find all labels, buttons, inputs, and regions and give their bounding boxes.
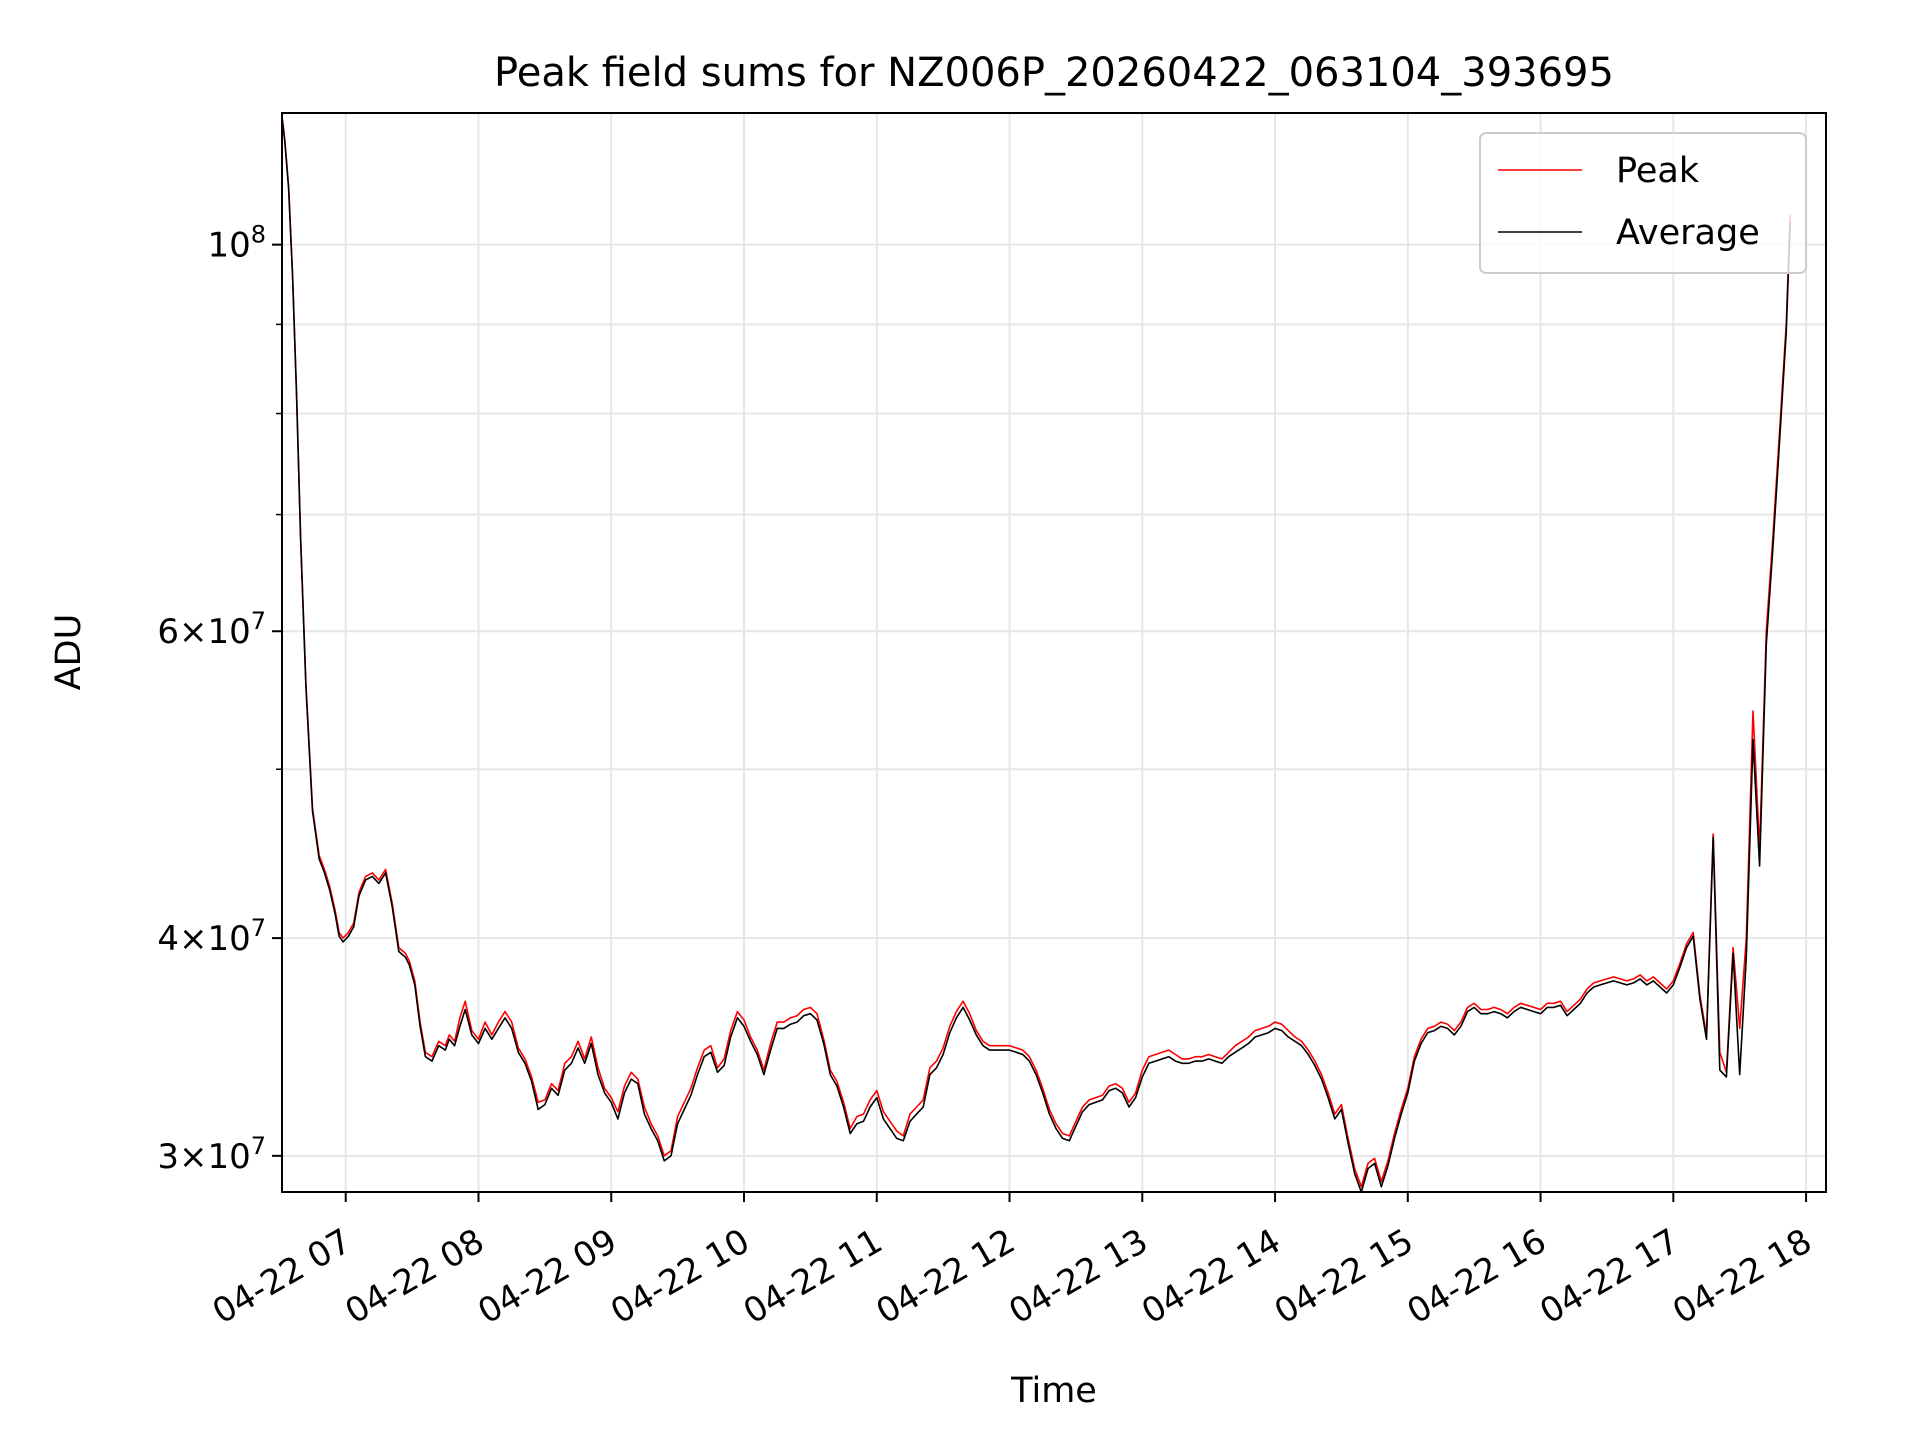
y-tick-mantissa: 3×10 [157,1137,250,1177]
plot-frame [281,112,1827,1193]
y-tick-label: 6×107 [157,607,266,652]
y-tick-exponent: 7 [251,607,266,635]
y-tick-exponent: 8 [251,221,266,249]
chart-title: Peak field sums for NZ006P_20260422_0631… [494,50,1614,96]
series-line-peak [281,116,1791,1188]
y-axis-label: ADU [49,614,89,691]
legend: Peak Average [1479,132,1807,274]
legend-label-average: Average [1616,213,1760,253]
y-tick-mantissa: 4×10 [157,919,250,959]
grid-layer [282,113,1826,1192]
x-axis-label: Time [1010,1371,1097,1411]
y-tick-exponent: 7 [251,1132,266,1160]
y-tick-base: 10 [207,226,250,266]
legend-box [1479,132,1807,274]
legend-label-peak: Peak [1616,151,1700,191]
y-tick-label: 3×107 [157,1132,266,1177]
series-line-average [281,117,1791,1193]
y-tick-label: 4×107 [157,914,266,959]
y-tick-mantissa: 6×10 [157,612,250,652]
y-tick-exponent: 7 [251,914,266,942]
y-tick-label: 108 [207,221,266,266]
series-layer [281,116,1791,1193]
